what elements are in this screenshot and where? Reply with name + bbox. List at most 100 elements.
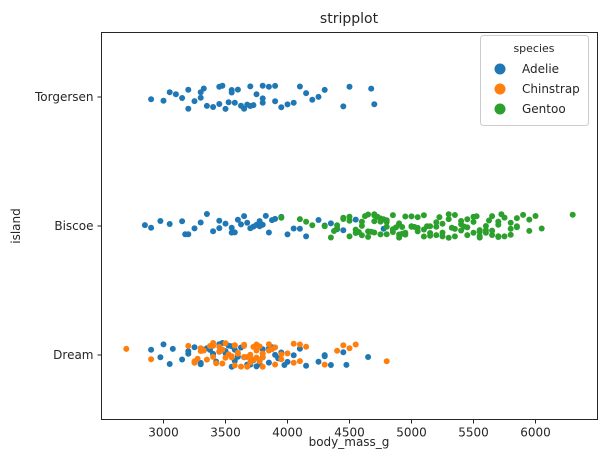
point-adelie-torgersen-42 [216,101,223,107]
point-gentoo-biscoe-63 [495,233,502,240]
point-adelie-biscoe-12 [241,213,248,220]
point-chinstrap-dream-8 [213,360,220,367]
point-adelie-dream-42 [169,345,176,352]
x-axis: 3000 3500 4000 4500 5000 5500 6000 [148,419,551,440]
point-gentoo-biscoe-95 [414,228,421,235]
point-adelie-dream-30 [315,358,322,365]
point-adelie-biscoe-25 [303,233,310,240]
point-adelie-torgersen-45 [259,95,266,102]
x-tick-label-4500: 4500 [334,426,365,440]
point-chinstrap-dream-1 [148,356,155,363]
y-tick-label-biscoe: Biscoe [54,219,93,233]
x-tick-label-5500: 5500 [458,426,489,440]
point-gentoo-biscoe-45 [526,227,533,234]
point-gentoo-biscoe-74 [513,215,520,222]
point-adelie-biscoe-2 [166,221,173,227]
y-tick-label-dream: Dream [53,348,93,362]
point-chinstrap-dream-22 [256,358,263,365]
point-adelie-torgersen-16 [265,83,272,90]
point-chinstrap-dream-53 [244,363,251,370]
point-chinstrap-dream-67 [265,347,272,354]
y-axis-label: island [9,208,23,244]
point-adelie-torgersen-17 [272,98,279,105]
point-adelie-dream-32 [327,362,334,368]
legend-marker-chinstrap [494,83,506,95]
point-adelie-biscoe-18 [262,212,269,219]
point-gentoo-biscoe-79 [408,223,415,230]
legend-marker-gentoo [494,103,506,115]
point-gentoo-biscoe-27 [414,214,421,221]
point-adelie-biscoe-28 [327,220,334,227]
x-axis-label: body_mass_g [309,435,390,449]
point-gentoo-biscoe-48 [569,211,576,218]
point-chinstrap-dream-0 [123,345,130,352]
point-gentoo-biscoe-89 [346,233,353,240]
point-adelie-torgersen-24 [321,86,328,93]
point-gentoo-biscoe-111 [383,219,390,225]
legend-title: species [513,42,554,55]
point-chinstrap-dream-33 [340,342,347,349]
point-adelie-dream-0 [148,346,155,353]
point-adelie-biscoe-30 [340,227,347,234]
legend-label-chinstrap: Chinstrap [522,82,580,96]
point-adelie-torgersen-4 [191,98,198,105]
point-gentoo-biscoe-110 [396,220,403,227]
point-adelie-dream-48 [296,345,303,352]
point-adelie-biscoe-35 [216,217,223,224]
point-adelie-dream-54 [281,362,288,368]
point-gentoo-biscoe-32 [445,234,452,241]
point-chinstrap-dream-56 [231,342,238,349]
point-gentoo-biscoe-9 [346,217,353,224]
point-gentoo-biscoe-72 [486,217,492,224]
point-adelie-torgersen-29 [219,82,226,89]
point-gentoo-biscoe-78 [396,234,403,241]
point-adelie-torgersen-21 [296,83,303,90]
point-gentoo-biscoe-91 [365,211,372,218]
point-gentoo-biscoe-105 [458,218,465,224]
point-adelie-biscoe-23 [290,225,297,232]
point-adelie-biscoe-24 [296,225,303,232]
point-gentoo-biscoe-117 [482,227,489,234]
point-gentoo-biscoe-116 [470,213,477,220]
point-adelie-torgersen-15 [259,82,266,89]
point-gentoo-biscoe-57 [420,212,427,219]
point-adelie-dream-33 [340,349,347,356]
point-gentoo-biscoe-52 [383,231,390,238]
point-gentoo-biscoe-97 [439,220,446,227]
point-adelie-torgersen-31 [231,99,238,106]
point-gentoo-biscoe-108 [420,233,427,240]
point-chinstrap-dream-39 [222,340,229,347]
point-adelie-biscoe-43 [182,231,189,238]
point-adelie-biscoe-1 [148,224,155,231]
legend-box [480,35,589,126]
point-chinstrap-dream-32 [334,347,341,354]
point-adelie-dream-49 [321,353,328,360]
point-adelie-torgersen-27 [371,101,378,108]
point-adelie-biscoe-19 [265,229,272,236]
point-adelie-torgersen-41 [197,89,204,96]
point-gentoo-biscoe-115 [340,216,347,222]
point-gentoo-biscoe-99 [464,216,471,223]
point-adelie-torgersen-11 [234,86,241,93]
point-gentoo-biscoe-1 [296,216,303,223]
point-gentoo-biscoe-35 [464,232,471,239]
point-gentoo-biscoe-104 [526,216,533,223]
point-adelie-biscoe-39 [244,219,251,226]
point-adelie-dream-34 [365,354,372,360]
point-chinstrap-dream-30 [303,343,310,350]
point-gentoo-biscoe-98 [451,212,458,218]
point-gentoo-biscoe-100 [476,227,483,234]
x-tick-label-3500: 3500 [210,426,241,440]
point-adelie-dream-2 [160,341,167,348]
point-adelie-dream-1 [157,354,164,361]
point-chinstrap-dream-57 [250,356,257,363]
point-gentoo-biscoe-67 [424,223,430,230]
point-gentoo-biscoe-42 [507,231,514,238]
point-adelie-biscoe-26 [315,217,322,223]
x-tick-label-4000: 4000 [272,426,303,440]
point-gentoo-biscoe-53 [389,212,396,219]
point-gentoo-biscoe-109 [408,213,415,220]
point-gentoo-biscoe-94 [402,229,409,236]
point-adelie-dream-35 [197,361,204,368]
